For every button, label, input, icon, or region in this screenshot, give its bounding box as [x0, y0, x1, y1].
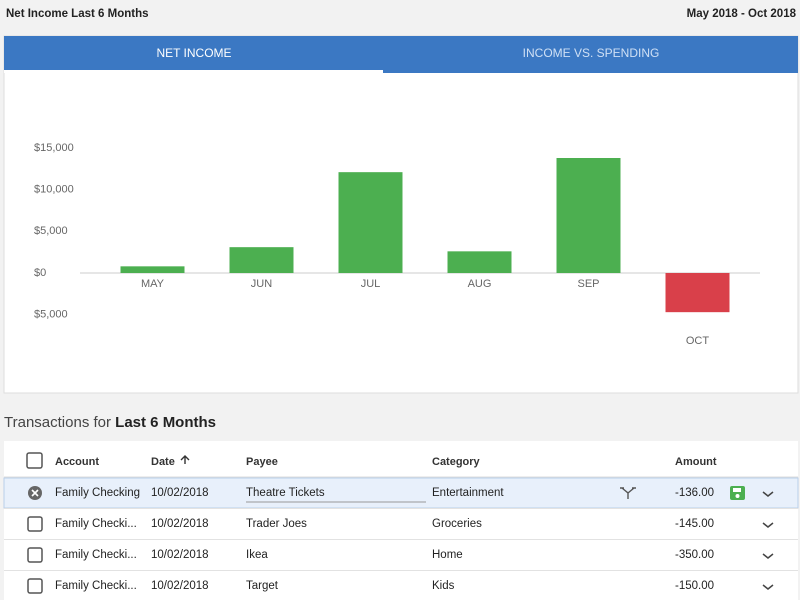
- cell-category: Groceries: [432, 518, 482, 530]
- expand-chevron[interactable]: [762, 584, 774, 590]
- row-checkbox[interactable]: [27, 516, 43, 532]
- cell-category: Home: [432, 549, 463, 561]
- bar: [556, 158, 621, 274]
- cell-account: Family Checking: [55, 487, 140, 499]
- selected-row: [3, 477, 799, 509]
- bar: [447, 251, 512, 274]
- title-period: Last 6 Months: [115, 414, 216, 431]
- cell-date: 10/02/2018: [151, 580, 209, 592]
- x-tick-label: JUN: [251, 278, 272, 290]
- sort-arrow[interactable]: [180, 455, 190, 464]
- cell-amount: -136.00: [675, 487, 714, 499]
- tab-bar: [4, 36, 798, 73]
- cell-account: Family Checki...: [55, 518, 137, 530]
- y-tick-label: $15,000: [34, 142, 74, 154]
- bar: [665, 273, 730, 313]
- deselect-x: [31, 489, 39, 497]
- cell-date: 10/02/2018: [151, 549, 209, 561]
- x-tick-label: AUG: [468, 278, 492, 290]
- cell-category: Entertainment: [432, 487, 504, 499]
- bar: [338, 172, 403, 274]
- expand-chevron[interactable]: [762, 553, 774, 559]
- cell-amount: -150.00: [675, 580, 714, 592]
- table-card: [4, 441, 798, 600]
- cell-payee: Trader Joes: [246, 518, 307, 530]
- split-icon[interactable]: [620, 487, 636, 499]
- cell-account: Family Checki...: [55, 580, 137, 592]
- tab[interactable]: NET INCOME: [156, 46, 231, 60]
- cell-date: 10/02/2018: [151, 487, 209, 499]
- cell-category: Kids: [432, 580, 455, 592]
- column-header[interactable]: Amount: [675, 456, 717, 468]
- date-range: May 2018 - Oct 2018: [687, 8, 797, 20]
- cell-account: Family Checki...: [55, 549, 137, 561]
- expand-chevron[interactable]: [762, 522, 774, 528]
- x-tick-label: MAY: [141, 278, 165, 290]
- column-header[interactable]: Date: [151, 456, 175, 468]
- x-tick-label: OCT: [686, 335, 710, 347]
- y-tick-label: $10,000: [34, 184, 74, 196]
- expand-chevron[interactable]: [762, 491, 774, 497]
- save-icon-detail: [733, 488, 741, 492]
- tab[interactable]: INCOME VS. SPENDING: [523, 46, 660, 60]
- column-header[interactable]: Category: [432, 456, 481, 468]
- column-header[interactable]: Payee: [246, 456, 278, 468]
- x-tick-label: SEP: [577, 278, 599, 290]
- transactions-title: Transactions for Last 6 Months: [4, 414, 216, 431]
- cell-amount: -350.00: [675, 549, 714, 561]
- cell-date: 10/02/2018: [151, 518, 209, 530]
- title-prefix: Transactions for: [4, 414, 111, 431]
- column-header[interactable]: Account: [55, 456, 99, 468]
- table: Account Date Payee Category Amount Family Che…: [3, 456, 799, 594]
- y-tick-label: $5,000: [34, 309, 68, 321]
- select-all-checkbox[interactable]: [26, 452, 43, 469]
- bar: [229, 247, 294, 274]
- active-tab-indicator: [4, 70, 383, 73]
- page-title: Net Income Last 6 Months: [6, 8, 149, 20]
- bar: [120, 266, 185, 274]
- save-icon-detail: [735, 494, 740, 498]
- x-tick-label: JUL: [361, 278, 381, 290]
- cell-amount: -145.00: [675, 518, 714, 530]
- row-checkbox[interactable]: [27, 578, 43, 594]
- cell-payee: Theatre Tickets: [246, 487, 325, 499]
- y-tick-label: $5,000: [34, 225, 68, 237]
- cell-payee: Target: [246, 580, 279, 592]
- row-checkbox[interactable]: [27, 547, 43, 563]
- y-tick-label: $0: [34, 267, 46, 279]
- cell-payee: Ikea: [246, 549, 268, 561]
